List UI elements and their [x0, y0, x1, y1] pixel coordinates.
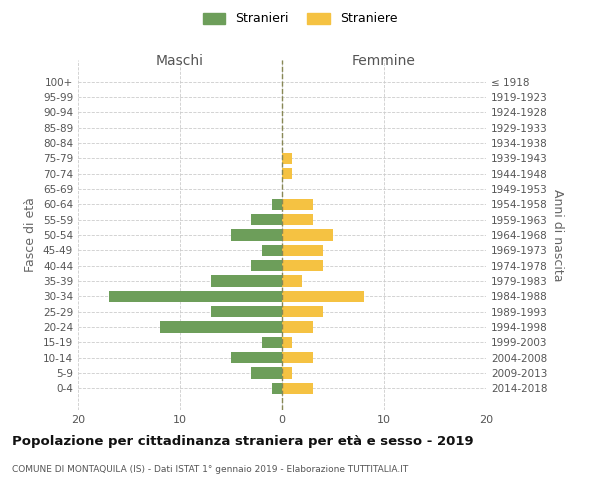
Bar [282, 368, 292, 379]
Bar [262, 336, 282, 348]
Bar [262, 244, 282, 256]
Legend: Stranieri, Straniere: Stranieri, Straniere [197, 8, 403, 30]
Bar [282, 229, 333, 241]
Bar [282, 260, 323, 272]
Bar [282, 352, 313, 364]
Bar [231, 229, 282, 241]
Bar [272, 198, 282, 210]
Bar [160, 322, 282, 333]
Bar [231, 352, 282, 364]
Y-axis label: Fasce di età: Fasce di età [25, 198, 37, 272]
Bar [282, 276, 302, 287]
Bar [109, 290, 282, 302]
Bar [251, 260, 282, 272]
Text: Femmine: Femmine [352, 54, 416, 68]
Text: Maschi: Maschi [156, 54, 204, 68]
Bar [251, 368, 282, 379]
Bar [282, 152, 292, 164]
Text: Popolazione per cittadinanza straniera per età e sesso - 2019: Popolazione per cittadinanza straniera p… [12, 435, 473, 448]
Bar [211, 276, 282, 287]
Bar [282, 290, 364, 302]
Bar [282, 382, 313, 394]
Bar [251, 214, 282, 226]
Bar [282, 244, 323, 256]
Bar [282, 336, 292, 348]
Bar [282, 198, 313, 210]
Bar [282, 214, 313, 226]
Bar [282, 168, 292, 179]
Bar [282, 322, 313, 333]
Bar [272, 382, 282, 394]
Bar [282, 306, 323, 318]
Text: COMUNE DI MONTAQUILA (IS) - Dati ISTAT 1° gennaio 2019 - Elaborazione TUTTITALIA: COMUNE DI MONTAQUILA (IS) - Dati ISTAT 1… [12, 465, 408, 474]
Y-axis label: Anni di nascita: Anni di nascita [551, 188, 564, 281]
Bar [211, 306, 282, 318]
